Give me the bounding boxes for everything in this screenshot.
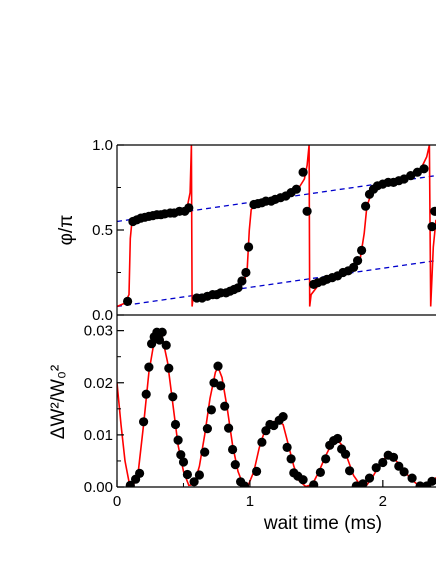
data-point bbox=[286, 454, 296, 464]
data-point bbox=[144, 362, 154, 372]
data-point bbox=[298, 475, 308, 485]
data-point bbox=[302, 206, 312, 216]
data-point bbox=[341, 449, 351, 459]
data-point bbox=[399, 467, 409, 477]
phase-y-axis-label: φ/π bbox=[56, 215, 77, 246]
data-point bbox=[184, 203, 194, 213]
data-point bbox=[230, 460, 240, 470]
data-point bbox=[427, 222, 436, 232]
data-point bbox=[241, 267, 251, 278]
data-point bbox=[257, 437, 267, 447]
y-tick-label: 0.03 bbox=[84, 323, 113, 340]
x-axis-label: wait time (ms) bbox=[263, 513, 382, 534]
x-tick-label: 1 bbox=[246, 493, 254, 510]
data-point bbox=[164, 363, 174, 373]
data-point bbox=[228, 444, 238, 455]
phase-y-ticks: 0.0 0.5 1.0 bbox=[92, 137, 124, 324]
data-point bbox=[278, 412, 288, 422]
data-point bbox=[182, 469, 192, 480]
data-point bbox=[378, 457, 388, 468]
data-point bbox=[173, 435, 183, 445]
data-point bbox=[349, 262, 359, 272]
data-point bbox=[170, 419, 181, 430]
data-point bbox=[202, 424, 212, 434]
energy-plot-area bbox=[117, 327, 436, 487]
data-point bbox=[353, 256, 363, 266]
x-tick-label: 0 bbox=[113, 493, 121, 510]
data-point bbox=[224, 423, 234, 433]
data-point bbox=[200, 447, 210, 457]
data-point bbox=[357, 245, 367, 255]
data-point bbox=[139, 417, 149, 427]
data-point bbox=[364, 473, 375, 483]
data-point bbox=[345, 466, 355, 476]
data-point bbox=[176, 450, 186, 460]
energy-panel: 0.00 0.01 0.02 0.03 0 1 2 ΔW²/W₀² wait time (… bbox=[48, 314, 436, 534]
data-point bbox=[371, 463, 381, 473]
x-tick-label: 2 bbox=[379, 493, 387, 510]
y-tick-label: 0.5 bbox=[92, 222, 113, 239]
data-point bbox=[237, 276, 247, 286]
data-point bbox=[168, 392, 178, 402]
y-tick-label: 0.00 bbox=[84, 479, 113, 496]
y-tick-label: 0.0 bbox=[92, 307, 113, 324]
energy-y-ticks: 0.00 0.01 0.02 0.03 bbox=[84, 323, 124, 496]
energy-y-axis-label: ΔW²/W₀² bbox=[48, 365, 69, 439]
y-tick-label: 0.01 bbox=[84, 427, 113, 444]
data-point bbox=[309, 480, 319, 487]
data-point bbox=[123, 296, 133, 306]
data-point bbox=[282, 442, 292, 452]
data-point bbox=[358, 479, 368, 487]
data-point bbox=[213, 361, 223, 371]
fit-curve bbox=[117, 145, 436, 308]
fit-curve bbox=[117, 330, 436, 487]
energy-x-ticks: 0 1 2 bbox=[113, 480, 387, 510]
data-point bbox=[141, 389, 151, 399]
data-point bbox=[161, 340, 171, 350]
data-point bbox=[333, 433, 343, 444]
data-point bbox=[252, 466, 262, 476]
data-point bbox=[430, 206, 436, 216]
reference-line bbox=[117, 259, 436, 308]
data-point bbox=[407, 473, 417, 483]
data-point bbox=[419, 164, 429, 174]
data-point bbox=[216, 381, 226, 391]
data-point bbox=[157, 327, 167, 337]
data-point bbox=[361, 201, 371, 211]
data-point bbox=[220, 401, 230, 411]
data-point bbox=[178, 457, 189, 467]
data-point bbox=[135, 468, 145, 478]
data-point bbox=[189, 477, 199, 487]
data-point bbox=[291, 184, 301, 194]
phase-panel: 0.0 0.5 1.0 φ/π bbox=[56, 137, 436, 324]
data-point bbox=[194, 470, 204, 480]
data-point bbox=[315, 467, 325, 477]
data-point bbox=[321, 454, 331, 464]
y-tick-label: 0.02 bbox=[84, 375, 113, 392]
y-tick-label: 1.0 bbox=[92, 137, 113, 154]
data-point bbox=[244, 242, 254, 252]
data-point bbox=[298, 167, 308, 177]
phase-plot-area bbox=[117, 145, 436, 308]
data-point bbox=[240, 481, 250, 487]
data-point bbox=[206, 405, 216, 415]
data-point bbox=[233, 283, 243, 293]
data-point bbox=[388, 452, 399, 462]
data-point bbox=[427, 476, 436, 486]
data-point bbox=[154, 335, 165, 345]
